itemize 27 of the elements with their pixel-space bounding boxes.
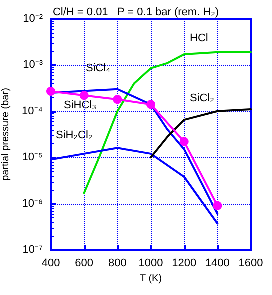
- y-tick-label: 10⁻⁷: [22, 244, 44, 256]
- x-tick-label: 800: [108, 258, 127, 270]
- series-label: SiHCl₃: [64, 100, 97, 112]
- y-tick-label: 10⁻²: [23, 13, 44, 25]
- y-tick-label: 10⁻³: [23, 59, 44, 72]
- x-tick-label: 1000: [138, 258, 164, 270]
- chart-title: Cl/H = 0.01 P = 0.1 bar (rem. H₂): [52, 6, 220, 18]
- series-label: HCl: [190, 32, 208, 44]
- y-tick-label: 10⁻⁴: [22, 105, 44, 118]
- point: [46, 86, 56, 96]
- x-tick-label: 1400: [205, 258, 230, 270]
- y-tick-label: 10⁻⁵: [22, 152, 43, 164]
- x-tick-label: 600: [75, 258, 94, 270]
- y-tick-label: 10⁻⁶: [22, 198, 43, 210]
- point: [113, 95, 122, 104]
- y-axis-title: partial pressure (bar): [0, 88, 12, 181]
- series-label: SiH₂Cl₂: [56, 130, 93, 142]
- x-tick-label: 400: [42, 258, 60, 270]
- line-series: [150, 108, 252, 159]
- point: [213, 201, 222, 210]
- x-tick-label: 1600: [238, 258, 264, 270]
- x-tick-label: 1200: [172, 258, 197, 270]
- point: [146, 100, 156, 110]
- x-axis-title: T (K): [140, 274, 162, 284]
- series-label: SiCl₂: [190, 92, 214, 104]
- point: [180, 137, 189, 146]
- point: [80, 91, 89, 100]
